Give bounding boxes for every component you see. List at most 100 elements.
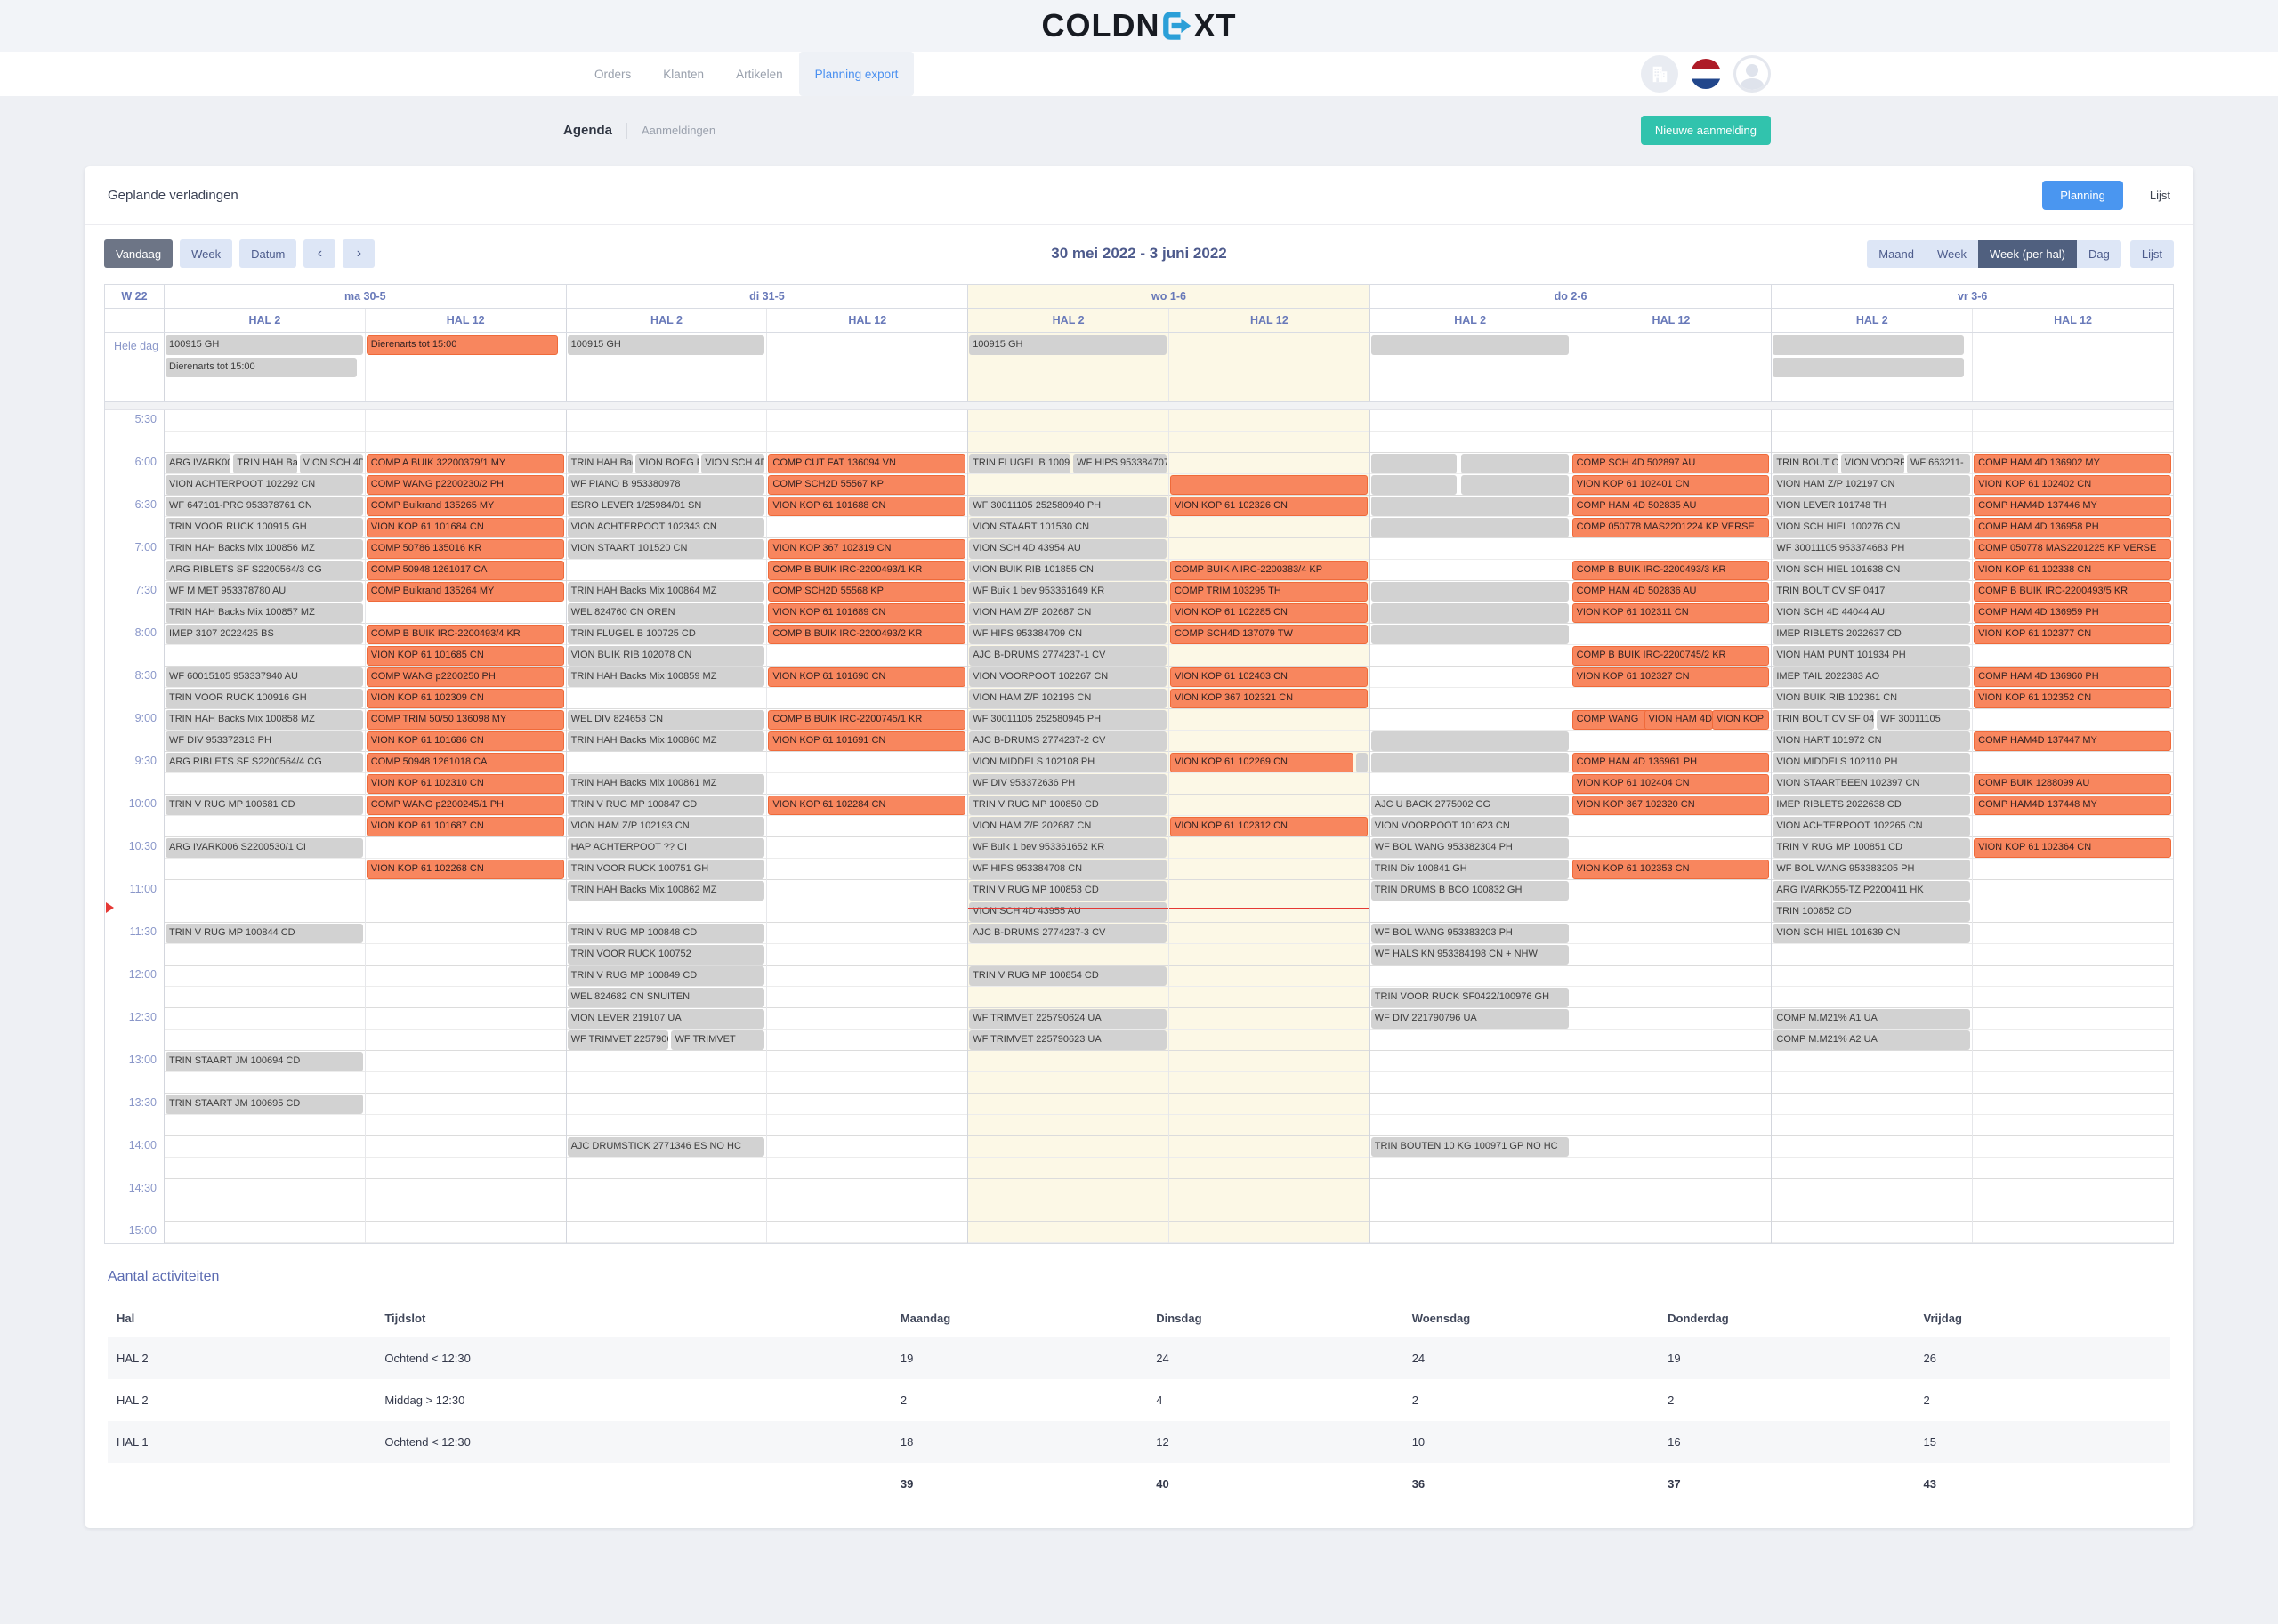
calendar-event[interactable]: WF 30011105 252580940 PH	[969, 497, 1167, 516]
calendar-event[interactable]: VION KOP 61 102364 CN	[1974, 838, 2171, 858]
calendar-event[interactable]: VION BUIK RIB 102361 CN	[1773, 689, 1971, 708]
calendar-event[interactable]: ARG IVARK006 S2200530/1 CI	[166, 838, 363, 858]
calendar-event[interactable]: COMP TRIM 103295 TH	[1169, 582, 1368, 602]
all-day-event[interactable]	[1773, 335, 1965, 355]
calendar-event[interactable]: VION KOP 61 101685 CN	[366, 646, 564, 666]
calendar-event[interactable]: VION VOORPO	[1840, 454, 1904, 473]
calendar-event[interactable]: TRIN HAH Back	[233, 454, 297, 473]
calendar-event[interactable]: COMP HAM 4D 136959 PH	[1974, 603, 2171, 623]
calendar-event[interactable]: COMP BUIK A IRC-2200383/4 KP	[1169, 561, 1368, 580]
calendar-event[interactable]: COMP HAM4D 137447 MY	[1974, 731, 2171, 751]
calendar-event[interactable]: COMP HAM 4D 136958 PH	[1974, 518, 2171, 537]
calendar-event[interactable]: VION HAM 4D	[1644, 710, 1714, 730]
calendar-event[interactable]: COMP Buikrand 135264 MY	[366, 582, 564, 602]
calendar-event[interactable]: TRIN V RUG MP 100853 CD	[969, 881, 1167, 901]
calendar-event[interactable]: VION HART 101972 CN	[1773, 731, 1971, 751]
calendar-event[interactable]: WF BOL WANG 953383205 PH	[1773, 860, 1971, 879]
calendar-event[interactable]: VION KOP 61 101691 CN	[768, 731, 966, 751]
calendar-event[interactable]: TRIN STAART JM 100694 CD	[166, 1052, 363, 1071]
calendar-event[interactable]: TRIN BOUT CV SF 041	[1773, 710, 1875, 730]
prev-week-button[interactable]: ‹	[303, 239, 336, 268]
tab-aanmeldingen[interactable]: Aanmeldingen	[642, 124, 716, 137]
calendar-event[interactable]: TRIN HAH Backs Mix 100861 MZ	[567, 774, 765, 794]
calendar-event[interactable]: COMP M.M21% A2 UA	[1773, 1030, 1971, 1050]
calendar-event[interactable]	[1460, 475, 1569, 495]
calendar-event[interactable]: VION LEVER 101748 TH	[1773, 497, 1971, 516]
calendar-event[interactable]: TRIN HAH Back	[567, 454, 634, 473]
calendar-event[interactable]: VION KOP	[1711, 710, 1770, 730]
calendar-event[interactable]: VION KOP 61 102284 CN	[768, 796, 966, 815]
calendar-event[interactable]: IMEP TAIL 2022383 AO	[1773, 667, 1971, 687]
calendar-event[interactable]: VION KOP 61 102352 CN	[1974, 689, 2171, 708]
calendar-event[interactable]: COMP 50948 1261018 CA	[366, 753, 564, 772]
calendar-event[interactable]: VION SCH HIEL 100276 CN	[1773, 518, 1971, 537]
calendar-event[interactable]: WF DIV 953372313 PH	[166, 731, 363, 751]
calendar-event[interactable]: TRIN VOOR RUCK 100915 GH	[166, 518, 363, 537]
calendar-event[interactable]: ARG RIBLETS SF S2200564/4 CG	[166, 753, 363, 772]
calendar-event[interactable]: WF 30011105 953374683 PH	[1773, 539, 1971, 559]
calendar-event[interactable]: COMP B BUIK IRC-2200493/1 KR	[768, 561, 966, 580]
nav-item-klanten[interactable]: Klanten	[663, 67, 705, 81]
calendar-event[interactable]: AJC U BACK 2775002 CG	[1370, 796, 1569, 815]
calendar-event[interactable]: TRIN Div 100841 GH	[1370, 860, 1569, 879]
calendar-event[interactable]: COMP HAM4D 137448 MY	[1974, 796, 2171, 815]
calendar-event[interactable]: TRIN HAH Backs Mix 100860 MZ	[567, 731, 765, 751]
calendar-event[interactable]: VION KOP 61 102312 CN	[1169, 817, 1368, 836]
all-day-event[interactable]: 100915 GH	[166, 335, 363, 355]
calendar-event[interactable]: COMP HAM 4D 136902 MY	[1974, 454, 2171, 473]
language-flag-nl-icon[interactable]	[1691, 59, 1721, 89]
calendar-event[interactable]	[1370, 518, 1569, 537]
calendar-event[interactable]	[1370, 454, 1457, 473]
calendar-event[interactable]: VION SCH 4D	[701, 454, 765, 473]
calendar-event[interactable]: COMP WANG p2200250 PH	[366, 667, 564, 687]
calendar-event[interactable]: TRIN HAH Backs Mix 100864 MZ	[567, 582, 765, 602]
calendar-event[interactable]: VION ACHTERPOOT 102292 CN	[166, 475, 363, 495]
calendar-event[interactable]: TRIN V RUG MP 100844 CD	[166, 924, 363, 943]
calendar-event[interactable]: VION BUIK RIB 102078 CN	[567, 646, 765, 666]
calendar-event[interactable]: ARG IVARK006	[166, 454, 231, 473]
calendar-event[interactable]: COMP BUIK 1288099 AU	[1974, 774, 2171, 794]
calendar-event[interactable]: VION KOP 61 102311 CN	[1571, 603, 1770, 623]
calendar-event[interactable]	[1169, 475, 1368, 495]
calendar-event[interactable]: COMP B BUIK IRC-2200745/1 KR	[768, 710, 966, 730]
calendar-event[interactable]: COMP B BUIK IRC-2200493/3 KR	[1571, 561, 1770, 580]
calendar-event[interactable]: COMP TRIM 50/50 136098 MY	[366, 710, 564, 730]
calendar-event[interactable]: VION SCH HIEL 101639 CN	[1773, 924, 1971, 943]
calendar-event[interactable]: VION HAM Z/P 102197 CN	[1773, 475, 1971, 495]
calendar-event[interactable]: VION LEVER 219107 UA	[567, 1009, 765, 1029]
calendar-event[interactable]: VION HAM PUNT 101934 PH	[1773, 646, 1971, 666]
calendar-event[interactable]: COMP SCH2D 55567 KP	[768, 475, 966, 495]
calendar-event[interactable]: AJC B-DRUMS 2774237-2 CV	[969, 731, 1167, 751]
calendar-event[interactable]: VION HAM Z/P 102193 CN	[567, 817, 765, 836]
calendar-event[interactable]: COMP SCH2D 55568 KP	[768, 582, 966, 602]
calendar-event[interactable]: TRIN V RUG MP 100847 CD	[567, 796, 765, 815]
calendar-event[interactable]: COMP B BUIK IRC-2200493/5 KR	[1974, 582, 2171, 602]
calendar-event[interactable]: VION KOP 367 102319 CN	[768, 539, 966, 559]
calendar-event[interactable]: TRIN V RUG MP 100848 CD	[567, 924, 765, 943]
calendar-event[interactable]: TRIN HAH Backs Mix 100856 MZ	[166, 539, 363, 559]
all-day-event[interactable]	[1773, 358, 1965, 377]
calendar-event[interactable]: COMP B BUIK IRC-2200493/4 KR	[366, 625, 564, 644]
calendar-event[interactable]: VION KOP 61 102268 CN	[366, 860, 564, 879]
calendar-event[interactable]: VION STAART 101530 CN	[969, 518, 1167, 537]
calendar-event[interactable]: VION HAM Z/P 202687 CN	[969, 817, 1167, 836]
tab-agenda[interactable]: Agenda	[563, 123, 613, 138]
calendar-event[interactable]: VION SCH HIEL 101638 CN	[1773, 561, 1971, 580]
calendar-event[interactable]: WF TRIMVET 22579062	[567, 1030, 669, 1050]
user-avatar-icon[interactable]	[1733, 55, 1771, 93]
calendar-event[interactable]: TRIN BOUT CV	[1773, 454, 1838, 473]
calendar-event[interactable]: COMP WANG p2200245/1 PH	[366, 796, 564, 815]
calendar-event[interactable]: VION STAART 101520 CN	[567, 539, 765, 559]
calendar-event[interactable]: IMEP RIBLETS 2022637 CD	[1773, 625, 1971, 644]
calendar-event[interactable]	[1370, 497, 1569, 516]
calendar-event[interactable]: COMP HAM 4D 502835 AU	[1571, 497, 1770, 516]
calendar-event[interactable]: WF TRIMVET 225790623 UA	[969, 1030, 1167, 1050]
calendar-event[interactable]: TRIN BOUT CV SF 0417	[1773, 582, 1971, 602]
calendar-event[interactable]: TRIN VOOR RUCK 100752	[567, 945, 765, 965]
calendar-event[interactable]: WF 30011105 252580945 PH	[969, 710, 1167, 730]
calendar-event[interactable]: VION SCH 4D 43955 AU	[969, 902, 1167, 922]
calendar-event[interactable]: VION KOP 61 102285 CN	[1169, 603, 1368, 623]
company-building-icon[interactable]	[1641, 55, 1678, 93]
calendar-event[interactable]: TRIN HAH Backs Mix 100858 MZ	[166, 710, 363, 730]
calendar-event[interactable]: VION KOP 61 102401 CN	[1571, 475, 1770, 495]
